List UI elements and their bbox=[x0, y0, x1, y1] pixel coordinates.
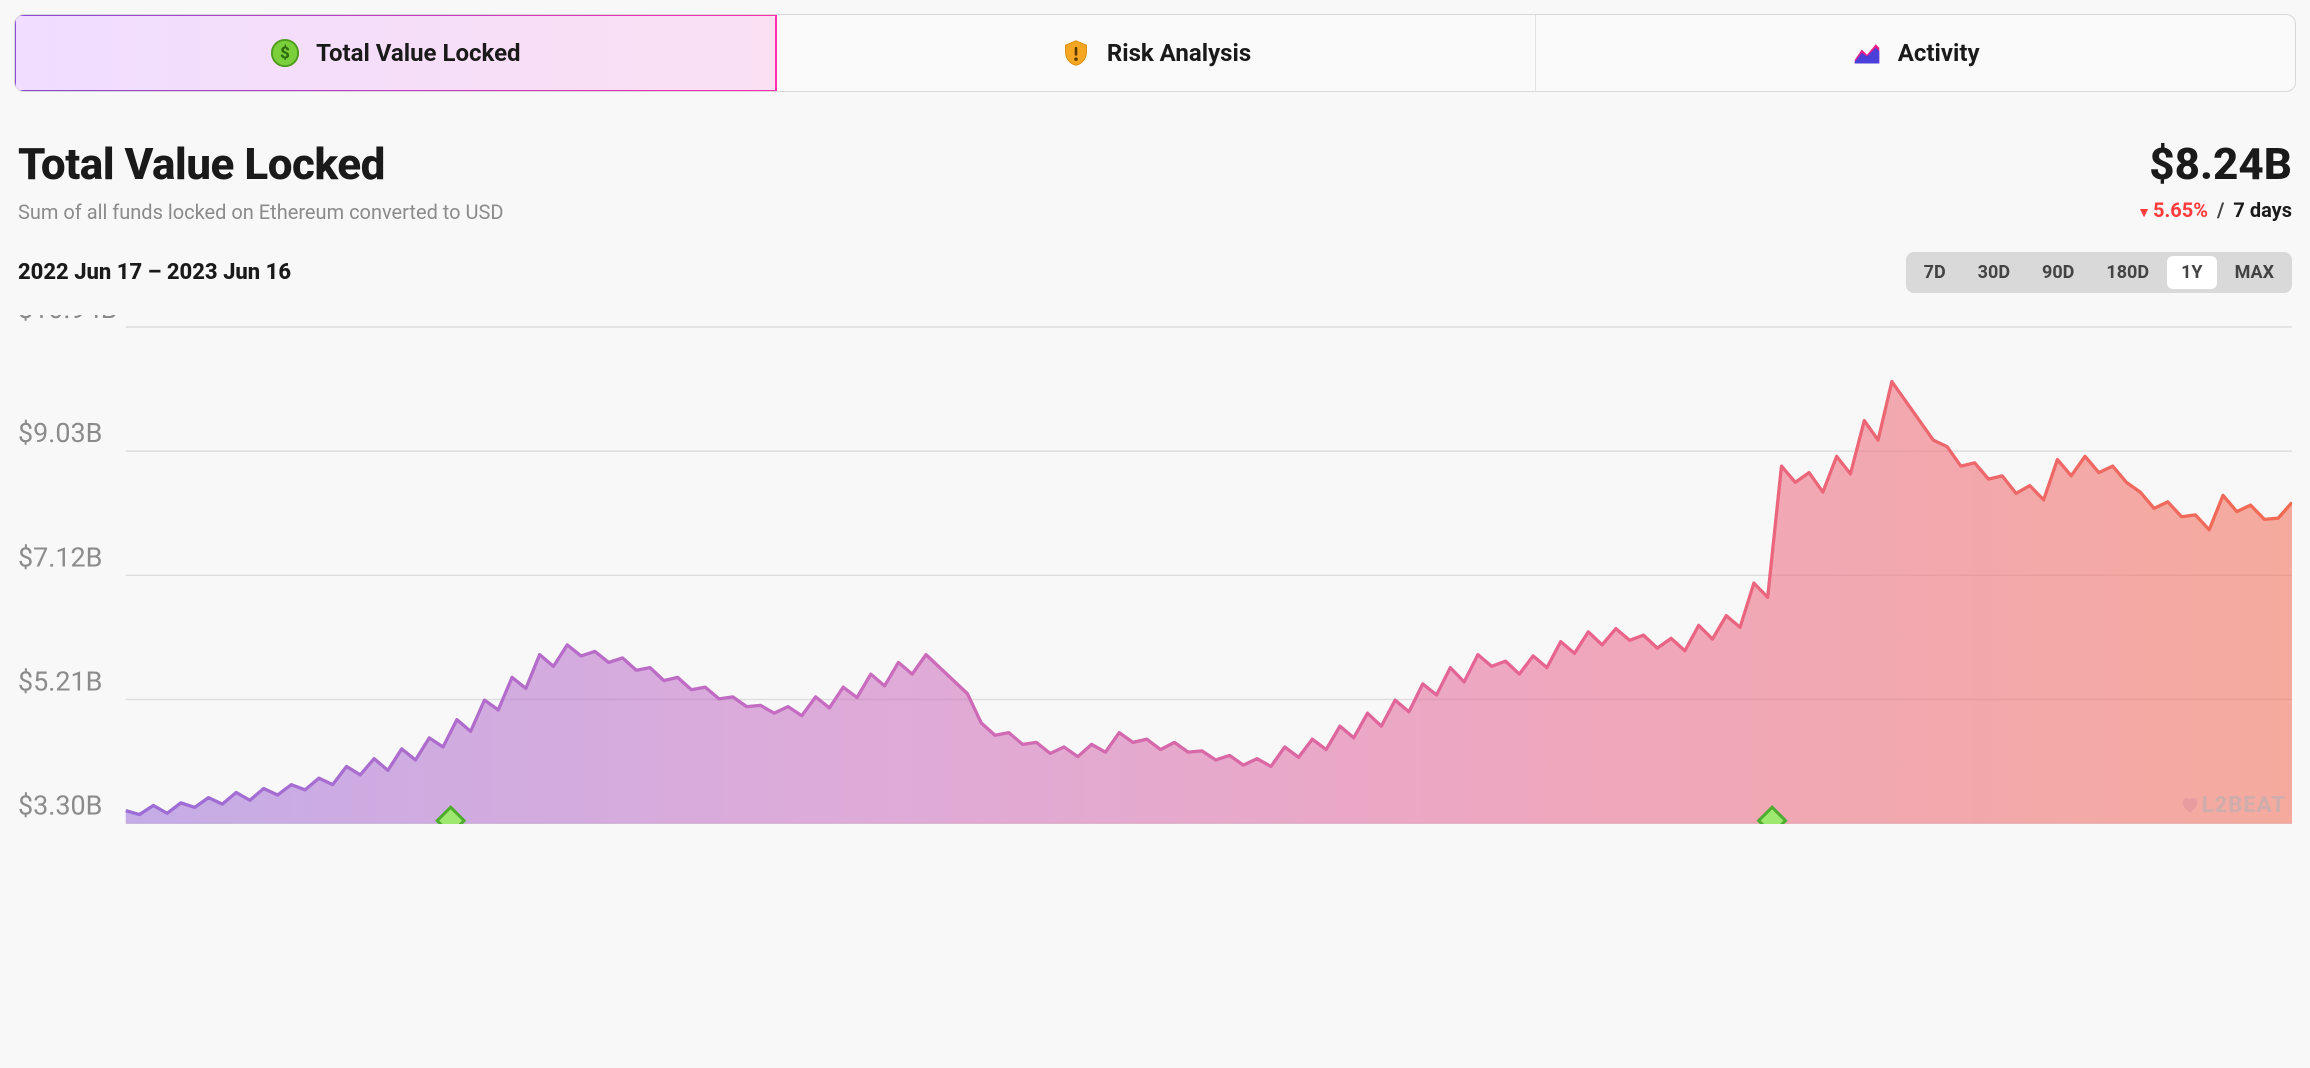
change-period: 7 days bbox=[2233, 198, 2292, 222]
tab-risk[interactable]: Risk Analysis bbox=[776, 15, 1536, 91]
separator: / bbox=[2217, 198, 2224, 222]
svg-text:$: $ bbox=[280, 44, 290, 64]
tvl-value: $8.24B bbox=[2137, 138, 2292, 190]
header: Total Value Locked Sum of all funds lock… bbox=[14, 138, 2296, 224]
chart-svg: $10.94B $9.03B $7.12B $5.21B $3.30B bbox=[18, 315, 2292, 824]
range-180d[interactable]: 180D bbox=[2092, 256, 2163, 289]
tvl-chart: $10.94B $9.03B $7.12B $5.21B $3.30B L2BEAT bbox=[14, 315, 2296, 824]
svg-text:$7.12B: $7.12B bbox=[18, 541, 102, 573]
range-90d[interactable]: 90D bbox=[2028, 256, 2088, 289]
dollar-coin-icon: $ bbox=[270, 38, 300, 68]
change-row: ▼5.65% / 7 days bbox=[2137, 198, 2292, 222]
range-30d[interactable]: 30D bbox=[1964, 256, 2024, 289]
triangle-down-icon: ▼ bbox=[2137, 205, 2151, 221]
range-max[interactable]: MAX bbox=[2221, 256, 2288, 289]
page-title: Total Value Locked bbox=[18, 138, 504, 190]
tab-tvl[interactable]: $ Total Value Locked bbox=[14, 14, 777, 92]
controls-row: 2022 Jun 17 – 2023 Jun 16 7D 30D 90D 180… bbox=[14, 252, 2296, 293]
range-selector: 7D 30D 90D 180D 1Y MAX bbox=[1906, 252, 2292, 293]
activity-chart-icon bbox=[1852, 38, 1882, 68]
svg-text:$5.21B: $5.21B bbox=[18, 666, 102, 698]
date-range: 2022 Jun 17 – 2023 Jun 16 bbox=[18, 260, 291, 285]
svg-text:$9.03B: $9.03B bbox=[18, 417, 102, 449]
page-subtitle: Sum of all funds locked on Ethereum conv… bbox=[18, 200, 504, 224]
tab-activity[interactable]: Activity bbox=[1535, 15, 2295, 91]
range-1y[interactable]: 1Y bbox=[2167, 256, 2216, 289]
range-7d[interactable]: 7D bbox=[1910, 256, 1960, 289]
view-tabs: $ Total Value Locked Risk Analysis Activ… bbox=[14, 14, 2296, 92]
svg-text:$10.94B: $10.94B bbox=[18, 315, 117, 325]
svg-text:$3.30B: $3.30B bbox=[18, 790, 102, 822]
tab-label: Total Value Locked bbox=[316, 39, 520, 67]
tab-label: Activity bbox=[1898, 39, 1980, 67]
shield-warning-icon bbox=[1061, 38, 1091, 68]
change-pct: ▼5.65% bbox=[2137, 198, 2213, 222]
tab-label: Risk Analysis bbox=[1107, 39, 1251, 67]
watermark: L2BEAT bbox=[2180, 793, 2286, 818]
